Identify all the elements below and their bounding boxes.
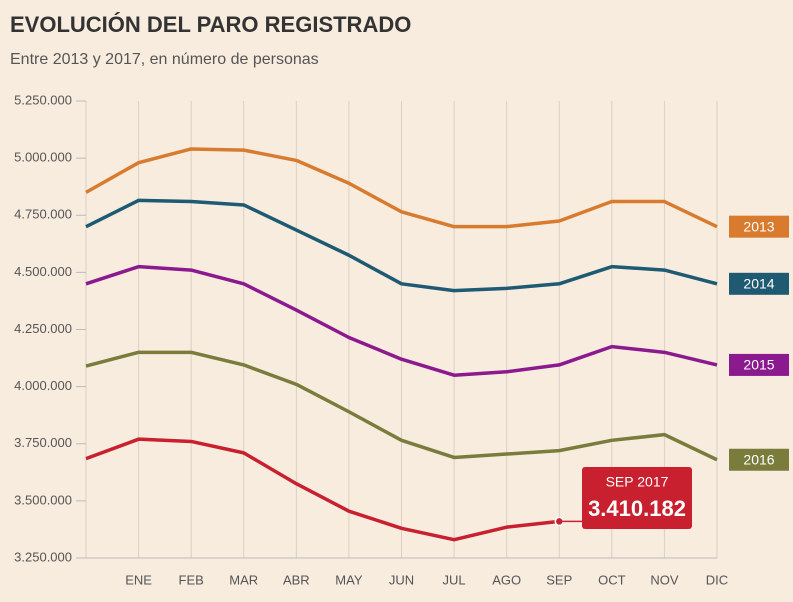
data-label: 3.410.182: [588, 496, 686, 521]
series-line: [85, 147, 718, 229]
series-line: [85, 350, 718, 462]
y-tick-label: 4.250.000: [14, 321, 72, 336]
chart-title: EVOLUCIÓN DEL PARO REGISTRADO: [10, 12, 411, 37]
x-tick-label: FEB: [179, 572, 204, 587]
y-tick-label: 5.250.000: [14, 92, 72, 107]
x-tick-label: MAR: [229, 572, 258, 587]
x-tick-label: JUN: [389, 572, 414, 587]
legend-label: 2015: [743, 357, 774, 373]
x-tick-label: MAY: [335, 572, 363, 587]
series-line: [85, 264, 718, 377]
chart-subtitle: Entre 2013 y 2017, en número de personas: [10, 51, 319, 68]
x-tick-label: OCT: [598, 572, 626, 587]
x-tick-label: ABR: [283, 572, 310, 587]
legend-label: 2014: [743, 276, 774, 292]
x-tick-label: AGO: [492, 572, 521, 587]
legend-box: [729, 215, 789, 238]
x-tick-label: ENE: [125, 572, 152, 587]
series-line: [85, 437, 560, 542]
callout-box: [582, 467, 692, 529]
y-tick-label: 4.500.000: [14, 264, 72, 279]
y-tick-label: 3.750.000: [14, 435, 72, 450]
legend-label: 2016: [743, 451, 774, 467]
y-tick-label: 5.000.000: [14, 150, 72, 165]
legend-label: 2013: [743, 218, 774, 234]
x-tick-label: JUL: [443, 572, 466, 587]
x-tick-label: SEP: [546, 572, 572, 587]
y-tick-label: 4.750.000: [14, 207, 72, 222]
y-tick-label: 3.250.000: [14, 549, 72, 564]
legend-box: [729, 272, 789, 295]
series-line: [85, 198, 718, 293]
legend-box: [729, 353, 789, 376]
y-tick-label: 4.000.000: [14, 378, 72, 393]
x-tick-label: NOV: [650, 572, 679, 587]
callout-title: SEP 2017: [606, 474, 669, 490]
x-tick-label: DIC: [706, 572, 728, 587]
y-tick-label: 3.500.000: [14, 492, 72, 507]
legend-box: [729, 448, 789, 471]
